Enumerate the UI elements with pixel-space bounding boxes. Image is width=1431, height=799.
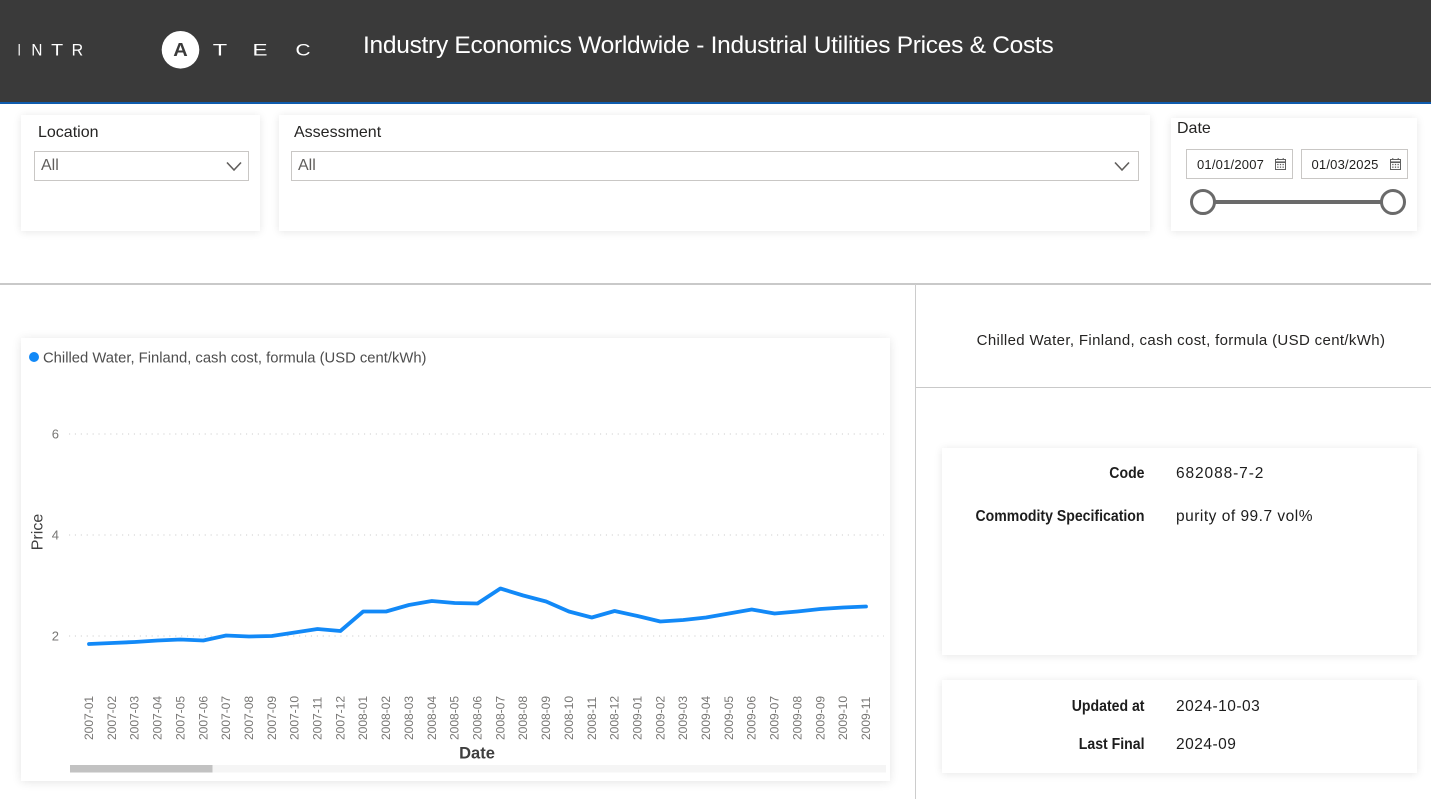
svg-text:2008-09: 2008-09	[539, 696, 553, 740]
svg-text:2: 2	[52, 629, 59, 644]
svg-text:4: 4	[52, 528, 59, 543]
svg-text:2009-05: 2009-05	[722, 696, 736, 740]
svg-text:2008-08: 2008-08	[516, 696, 530, 740]
svg-text:2007-07: 2007-07	[219, 696, 233, 740]
svg-text:2008-03: 2008-03	[402, 696, 416, 740]
svg-text:2008-05: 2008-05	[448, 696, 462, 740]
svg-text:2009-10: 2009-10	[836, 696, 850, 740]
svg-text:R: R	[72, 42, 84, 60]
svg-text:C: C	[296, 42, 311, 60]
svg-text:2008-04: 2008-04	[425, 696, 439, 740]
svg-text:Price: Price	[30, 514, 47, 551]
svg-text:2009-04: 2009-04	[699, 696, 713, 740]
svg-text:2008-10: 2008-10	[562, 696, 576, 740]
svg-text:2008-11: 2008-11	[585, 697, 599, 740]
svg-text:2007-06: 2007-06	[196, 696, 210, 740]
svg-text:2007-08: 2007-08	[242, 696, 256, 740]
svg-text:2007-02: 2007-02	[105, 696, 119, 740]
svg-text:2007-10: 2007-10	[288, 696, 302, 740]
svg-text:2009-11: 2009-11	[859, 697, 873, 740]
svg-text:2009-01: 2009-01	[631, 696, 645, 740]
svg-text:2008-01: 2008-01	[356, 696, 370, 740]
svg-text:Chilled Water, Finland, cash c: Chilled Water, Finland, cash cost, formu…	[43, 351, 427, 367]
svg-text:E: E	[253, 42, 268, 60]
svg-text:2009-02: 2009-02	[653, 696, 667, 740]
svg-text:2008-07: 2008-07	[493, 696, 507, 740]
svg-text:6: 6	[52, 427, 59, 442]
svg-text:2009-09: 2009-09	[813, 696, 827, 740]
svg-text:2007-09: 2007-09	[265, 696, 279, 740]
svg-text:2007-11: 2007-11	[311, 697, 325, 740]
svg-text:2007-04: 2007-04	[151, 696, 165, 740]
svg-text:Date: Date	[459, 745, 495, 763]
svg-text:I: I	[18, 42, 21, 60]
svg-text:2007-01: 2007-01	[82, 696, 96, 740]
svg-text:T: T	[51, 42, 63, 60]
svg-text:2007-03: 2007-03	[128, 696, 142, 740]
svg-text:2007-05: 2007-05	[173, 696, 187, 740]
svg-text:2008-02: 2008-02	[379, 696, 393, 740]
svg-text:N: N	[31, 42, 42, 60]
svg-text:2007-12: 2007-12	[333, 696, 347, 740]
svg-text:T: T	[213, 42, 227, 60]
svg-text:2009-07: 2009-07	[768, 696, 782, 740]
svg-text:A: A	[173, 40, 188, 60]
svg-text:2009-08: 2009-08	[790, 696, 804, 740]
svg-text:2008-12: 2008-12	[608, 696, 622, 740]
svg-text:2009-03: 2009-03	[676, 696, 690, 740]
svg-text:2008-06: 2008-06	[471, 696, 485, 740]
svg-text:2009-06: 2009-06	[745, 696, 759, 740]
